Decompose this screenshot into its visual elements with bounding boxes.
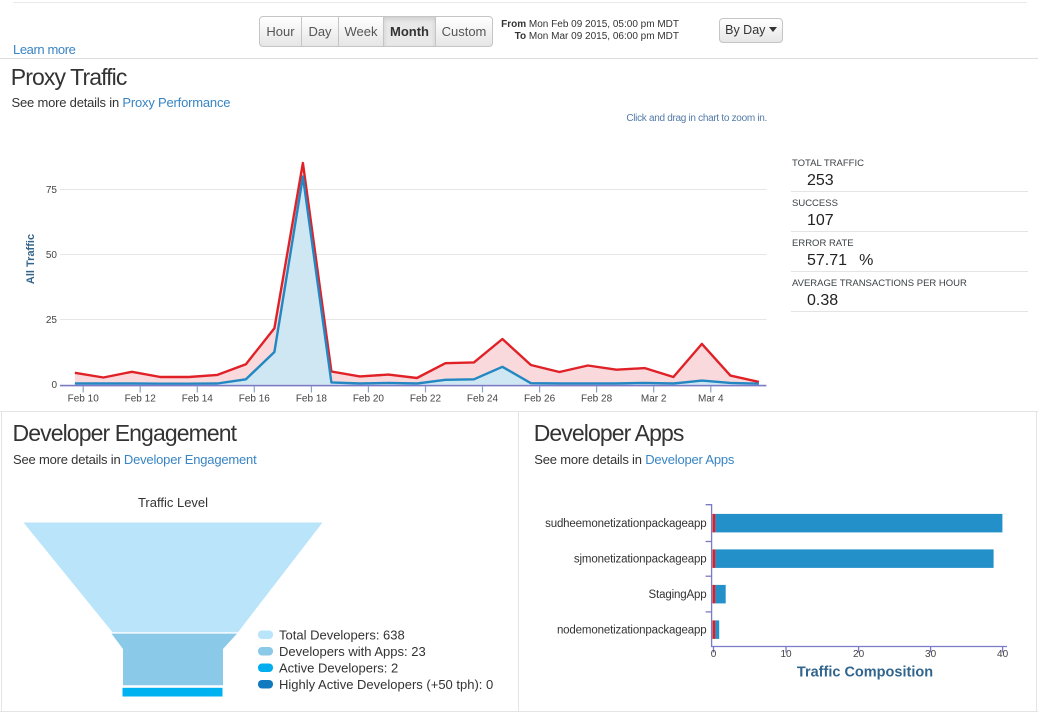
svg-text:20: 20 xyxy=(853,649,865,660)
svg-text:Feb 22: Feb 22 xyxy=(410,394,442,405)
svg-text:Mar 4: Mar 4 xyxy=(698,394,724,405)
svg-text:Feb 28: Feb 28 xyxy=(581,394,613,405)
svg-text:Traffic Composition: Traffic Composition xyxy=(797,665,933,681)
svg-text:75: 75 xyxy=(46,185,58,196)
svg-text:10: 10 xyxy=(780,649,792,660)
svg-text:50: 50 xyxy=(46,250,58,261)
svg-text:Feb 24: Feb 24 xyxy=(467,394,499,405)
svg-text:Feb 10: Feb 10 xyxy=(68,394,100,405)
svg-text:nodemonetizationpackageapp: nodemonetizationpackageapp xyxy=(557,625,707,637)
svg-text:0: 0 xyxy=(711,649,717,660)
svg-text:sudheemonetizationpackageapp: sudheemonetizationpackageapp xyxy=(545,518,706,530)
svg-text:StagingApp: StagingApp xyxy=(649,589,707,601)
svg-text:30: 30 xyxy=(925,649,937,660)
svg-text:Feb 20: Feb 20 xyxy=(353,394,385,405)
svg-text:Feb 12: Feb 12 xyxy=(125,394,157,405)
svg-text:Feb 16: Feb 16 xyxy=(239,394,271,405)
svg-text:Active Developers: 2: Active Developers: 2 xyxy=(279,661,398,676)
svg-text:Total Developers: 638: Total Developers: 638 xyxy=(279,628,405,643)
svg-text:Feb 14: Feb 14 xyxy=(182,394,214,405)
svg-text:sjmonetizationpackageapp: sjmonetizationpackageapp xyxy=(574,554,707,566)
svg-text:Developers with Apps: 23: Developers with Apps: 23 xyxy=(279,644,426,659)
svg-text:Feb 26: Feb 26 xyxy=(524,394,556,405)
svg-text:0: 0 xyxy=(51,380,57,391)
svg-text:Mar 2: Mar 2 xyxy=(641,394,667,405)
svg-text:40: 40 xyxy=(997,649,1009,660)
svg-text:All Traffic: All Traffic xyxy=(25,234,37,284)
svg-text:25: 25 xyxy=(46,315,58,326)
svg-text:Feb 18: Feb 18 xyxy=(296,394,328,405)
svg-text:Highly Active Developers (+50: Highly Active Developers (+50 tph): 0 xyxy=(279,677,493,692)
